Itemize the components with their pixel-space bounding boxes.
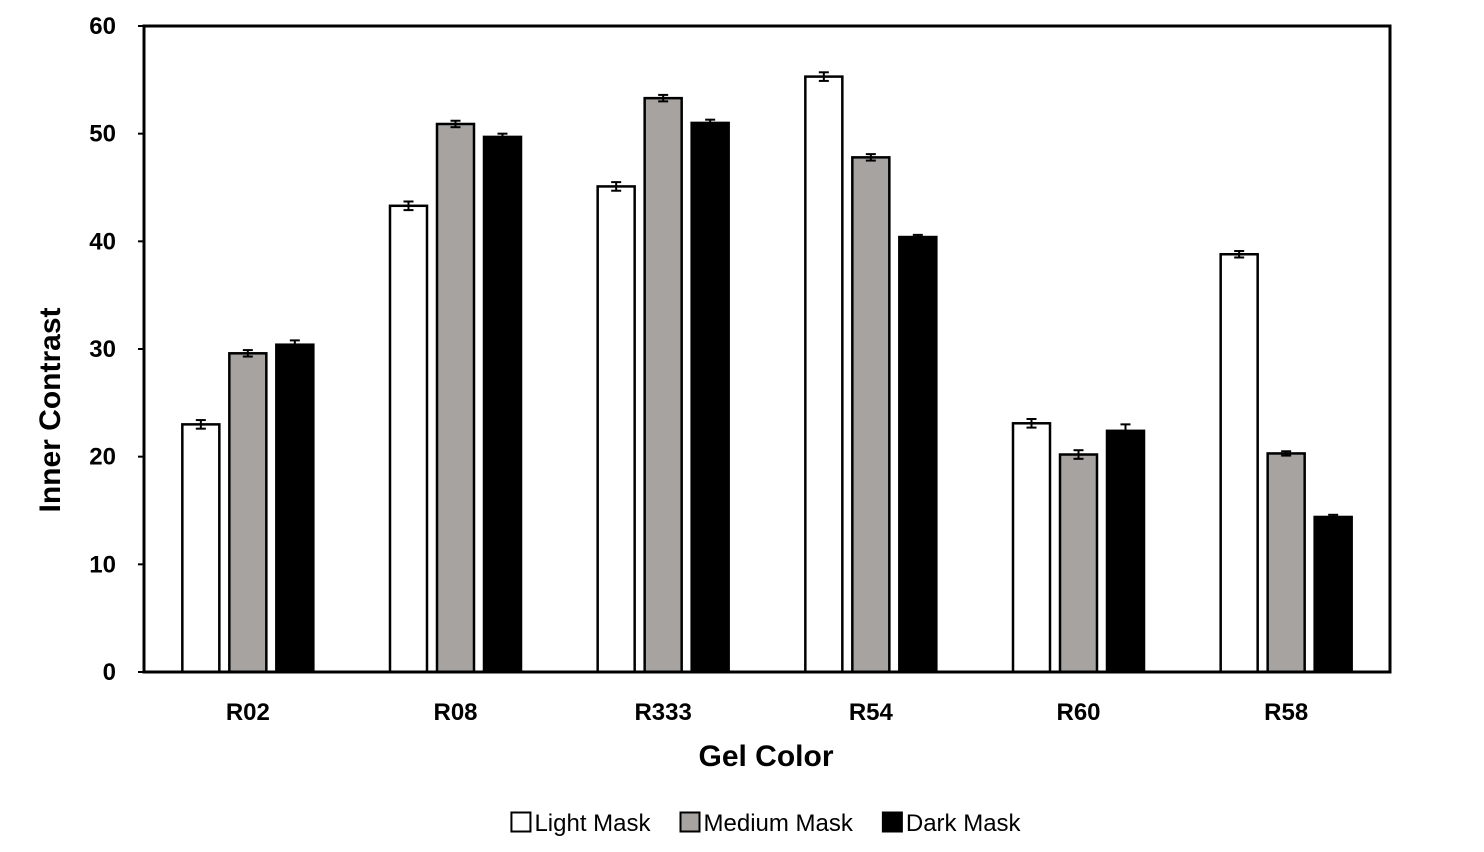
- bar-group: [181, 71, 1353, 674]
- error-bar: [1073, 449, 1084, 460]
- bar-dark-mask-r02: [275, 343, 315, 674]
- bar-light-mask-r333: [596, 185, 636, 674]
- error-bar: [1120, 423, 1131, 439]
- error-bar: [403, 200, 414, 212]
- x-tick-label: R333: [634, 699, 691, 726]
- x-tick-label: R54: [849, 699, 894, 726]
- error-bar: [611, 181, 622, 192]
- x-axis-ticks: R02 R08 R333 R54 R60 R58: [226, 699, 1308, 726]
- bar-medium-mask-r333: [643, 96, 683, 674]
- bar-medium-mask-r60: [1058, 453, 1099, 674]
- error-bar: [1328, 513, 1339, 521]
- legend-label: Light Mask: [534, 810, 651, 837]
- error-bar: [818, 71, 829, 82]
- error-bar: [705, 118, 716, 128]
- legend: Light Mask Medium Mask Dark Mask: [510, 810, 1022, 837]
- error-bar: [865, 153, 876, 162]
- x-tick-label: R02: [226, 699, 270, 726]
- bar-medium-mask-r02: [228, 352, 268, 674]
- bar-dark-mask-r60: [1105, 429, 1146, 674]
- bar-dark-mask-r333: [690, 121, 730, 674]
- error-bar: [1234, 250, 1245, 259]
- x-axis-title: Gel Color: [698, 740, 833, 773]
- x-tick-label: R08: [433, 699, 477, 726]
- bar-medium-mask-r54: [851, 156, 891, 674]
- legend-item: Light Mask: [510, 810, 651, 837]
- legend-item: Dark Mask: [881, 810, 1022, 837]
- bar-light-mask-r08: [388, 204, 429, 674]
- y-tick-label: 0: [103, 659, 116, 686]
- plot-area: [144, 26, 1390, 672]
- legend-swatch: [679, 811, 701, 833]
- x-tick-label: R58: [1264, 699, 1308, 726]
- legend-swatch: [510, 811, 532, 833]
- error-bar: [1281, 450, 1292, 457]
- error-bar: [1026, 417, 1037, 429]
- bar-light-mask-r02: [181, 423, 221, 674]
- y-tick-label: 60: [89, 13, 116, 40]
- error-bar: [242, 349, 253, 358]
- legend-label: Medium Mask: [704, 810, 854, 837]
- y-tick-label: 50: [89, 121, 116, 148]
- plot-frame: [142, 24, 1392, 674]
- error-bar: [658, 93, 669, 103]
- legend-swatch: [881, 811, 903, 833]
- bar-light-mask-r54: [804, 75, 844, 674]
- bar-dark-mask-r58: [1313, 515, 1353, 674]
- legend-item: Medium Mask: [679, 810, 854, 837]
- bar-dark-mask-r08: [482, 135, 523, 674]
- y-tick-label: 10: [89, 551, 116, 578]
- y-axis-ticks: 0 10 20 30 40 50 60: [89, 13, 144, 686]
- error-bar: [195, 419, 206, 430]
- x-tick-label: R60: [1056, 699, 1100, 726]
- bar-medium-mask-r08: [435, 122, 476, 674]
- bar-medium-mask-r58: [1266, 452, 1306, 674]
- error-bar: [289, 339, 300, 350]
- y-tick-label: 40: [89, 228, 116, 255]
- error-bar: [497, 132, 508, 142]
- legend-label: Dark Mask: [906, 810, 1022, 837]
- y-axis-title: Inner Contrast: [34, 307, 67, 512]
- error-bar: [912, 233, 923, 241]
- y-tick-label: 30: [89, 336, 116, 363]
- error-bar: [450, 119, 461, 129]
- bar-light-mask-r58: [1219, 253, 1259, 674]
- bar-light-mask-r60: [1011, 422, 1052, 674]
- bar-dark-mask-r54: [898, 235, 938, 674]
- y-tick-label: 20: [89, 444, 116, 471]
